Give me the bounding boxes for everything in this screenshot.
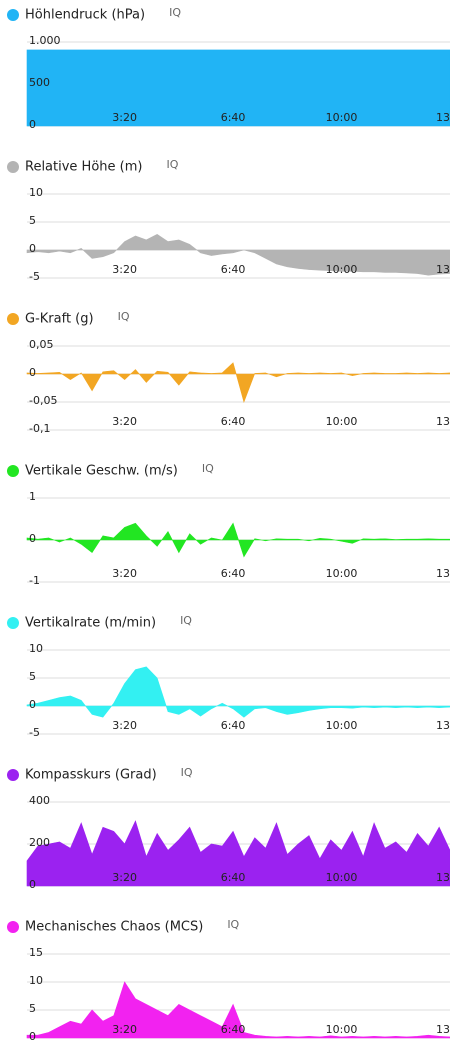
y-tick-label: -5 [29, 270, 40, 283]
area [26, 49, 450, 127]
badge: IQ [169, 6, 181, 19]
x-tick-label: 6:40 [221, 567, 246, 580]
y-tick-label: 0 [29, 878, 36, 891]
x-tick-label: 3:20 [112, 871, 137, 884]
legend-dot [7, 617, 19, 629]
area [26, 981, 450, 1039]
x-tick-label: 3:20 [112, 111, 137, 124]
y-tick-label: 10 [29, 974, 43, 987]
chart-title: Relative Höhe (m) [25, 160, 142, 175]
chart-title: G-Kraft (g) [25, 312, 94, 327]
y-tick-label: -5 [29, 726, 40, 739]
area [26, 666, 450, 718]
x-tick-label: 10:00 [326, 415, 358, 428]
x-tick-label: 3:20 [112, 567, 137, 580]
chart-title: Vertikale Geschw. (m/s) [25, 464, 178, 479]
x-tick-label: 3:20 [112, 719, 137, 732]
x-tick-label: 13 [436, 719, 450, 732]
x-tick-label: 13 [436, 871, 450, 884]
x-tick-label: 13 [436, 111, 450, 124]
x-tick-label: 13 [436, 1023, 450, 1036]
y-tick-label: 1 [29, 490, 36, 503]
x-tick-label: 3:20 [112, 263, 137, 276]
legend-dot [7, 769, 19, 781]
y-tick-label: 0 [29, 532, 36, 545]
y-tick-label: 0 [29, 366, 36, 379]
y-tick-label: -1 [29, 574, 40, 587]
x-tick-label: 3:20 [112, 415, 137, 428]
area [26, 233, 450, 276]
y-tick-label: 5 [29, 670, 36, 683]
y-tick-label: 200 [29, 836, 50, 849]
legend-dot [7, 9, 19, 21]
x-tick-label: 6:40 [221, 871, 246, 884]
y-tick-label: 5 [29, 1002, 36, 1015]
x-tick-label: 6:40 [221, 415, 246, 428]
x-tick-label: 6:40 [221, 111, 246, 124]
chart-title: Kompasskurs (Grad) [25, 768, 157, 783]
chart-title: Mechanisches Chaos (MCS) [25, 920, 203, 935]
x-tick-label: 10:00 [326, 263, 358, 276]
y-tick-label: 500 [29, 76, 50, 89]
badge: IQ [202, 462, 214, 475]
badge: IQ [166, 158, 178, 171]
y-tick-label: 0 [29, 1030, 36, 1043]
y-tick-label: -0,1 [29, 422, 50, 435]
y-tick-label: 0 [29, 698, 36, 711]
x-tick-label: 10:00 [326, 719, 358, 732]
x-tick-label: 10:00 [326, 567, 358, 580]
x-tick-label: 10:00 [326, 111, 358, 124]
x-tick-label: 10:00 [326, 1023, 358, 1036]
y-tick-label: 15 [29, 946, 43, 959]
y-tick-label: 0 [29, 118, 36, 131]
legend-dot [7, 465, 19, 477]
y-tick-label: 5 [29, 214, 36, 227]
y-tick-label: 0,05 [29, 338, 54, 351]
area [26, 362, 450, 403]
y-tick-label: 10 [29, 642, 43, 655]
badge: IQ [181, 766, 193, 779]
y-tick-label: -0,05 [29, 394, 57, 407]
chart-title: Höhlendruck (hPa) [25, 8, 145, 23]
x-tick-label: 6:40 [221, 719, 246, 732]
x-tick-label: 13 [436, 415, 450, 428]
x-tick-label: 3:20 [112, 1023, 137, 1036]
x-tick-label: 10:00 [326, 871, 358, 884]
x-tick-label: 13 [436, 263, 450, 276]
badge: IQ [118, 310, 130, 323]
y-tick-label: 0 [29, 242, 36, 255]
y-tick-label: 1.000 [29, 34, 61, 47]
x-tick-label: 6:40 [221, 1023, 246, 1036]
legend-dot [7, 313, 19, 325]
y-tick-label: 400 [29, 794, 50, 807]
legend-dot [7, 921, 19, 933]
area [26, 522, 450, 558]
badge: IQ [227, 918, 239, 931]
chart-title: Vertikalrate (m/min) [25, 616, 156, 631]
badge: IQ [180, 614, 192, 627]
x-tick-label: 13 [436, 567, 450, 580]
x-tick-label: 6:40 [221, 263, 246, 276]
area [26, 820, 450, 887]
legend-dot [7, 161, 19, 173]
y-tick-label: 10 [29, 186, 43, 199]
